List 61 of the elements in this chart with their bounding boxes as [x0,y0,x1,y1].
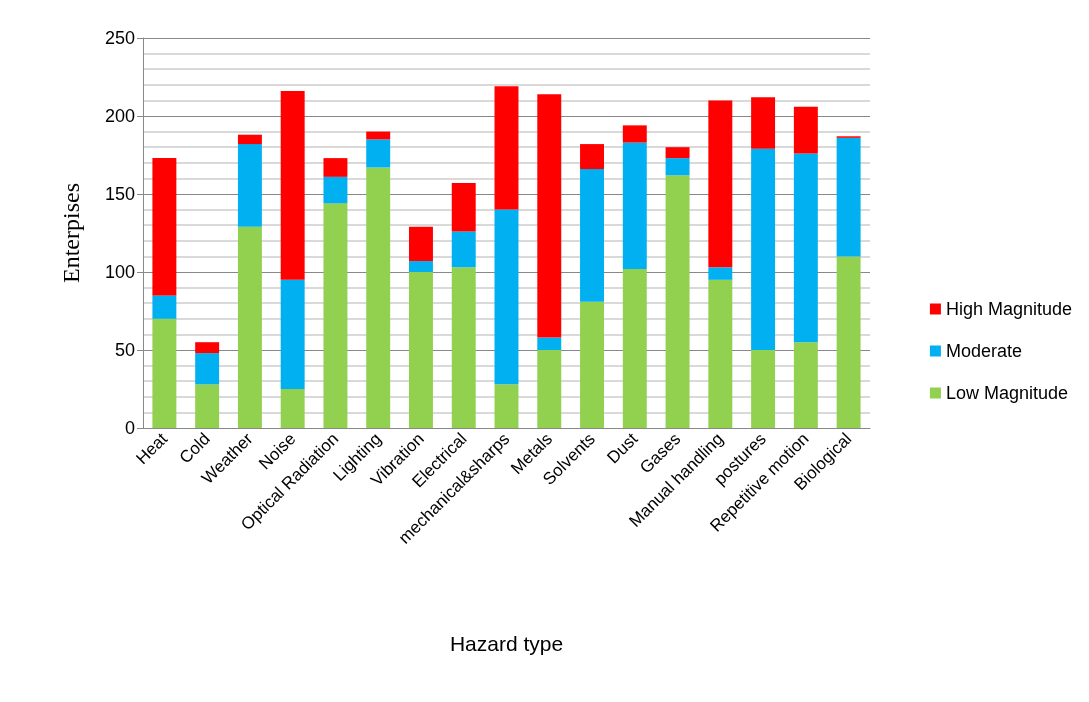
y-tick-label: 150 [104,184,135,204]
bar [622,268,647,428]
bar [751,350,776,428]
bar [793,153,818,343]
bar [665,175,690,428]
bar [665,147,690,159]
bar [622,142,647,269]
bar [537,337,562,350]
bar [836,256,861,428]
bar [622,125,647,143]
bar [409,226,433,262]
bar [537,94,562,338]
legend-label: High Magnitude [945,299,1073,319]
y-tick-label: 200 [104,106,135,126]
bar [751,97,776,149]
bar [580,169,604,302]
bar [280,389,305,428]
bar [280,279,305,389]
legend-label: Low Magnitude [945,383,1069,403]
bar [195,342,220,354]
legend-label: Moderate [945,341,1022,361]
bar [366,131,391,140]
bar [409,272,433,428]
bar [152,158,177,296]
bar [494,209,519,385]
bar [152,295,177,319]
bar [665,158,690,176]
x-axis-title: Hazard type [449,632,564,655]
bar [195,353,220,385]
bar [323,158,348,177]
bar [580,144,604,170]
bar [237,144,262,227]
bar [152,318,177,428]
bar [409,261,433,272]
bar [323,203,348,428]
bar [195,384,220,428]
bar [708,100,733,268]
bar [237,134,262,145]
bar [580,301,604,428]
bar [494,86,519,210]
bar [237,226,262,428]
bar [537,350,562,428]
bar [323,176,348,204]
bar [793,106,818,154]
y-tick-label: 100 [104,262,135,282]
y-axis-title: Enterpises [58,183,84,283]
bar [708,279,733,428]
bar [366,167,391,428]
y-tick-label: 0 [124,418,135,438]
bar [280,91,305,280]
bar [708,267,733,280]
y-tick-label: 50 [114,340,135,360]
bar [451,231,476,268]
bar [793,342,818,428]
bar [836,137,861,257]
bar [451,183,476,232]
bar [366,139,391,168]
bar [494,384,519,428]
bar [751,148,776,350]
y-tick-label: 250 [104,28,135,48]
bar [451,267,476,428]
